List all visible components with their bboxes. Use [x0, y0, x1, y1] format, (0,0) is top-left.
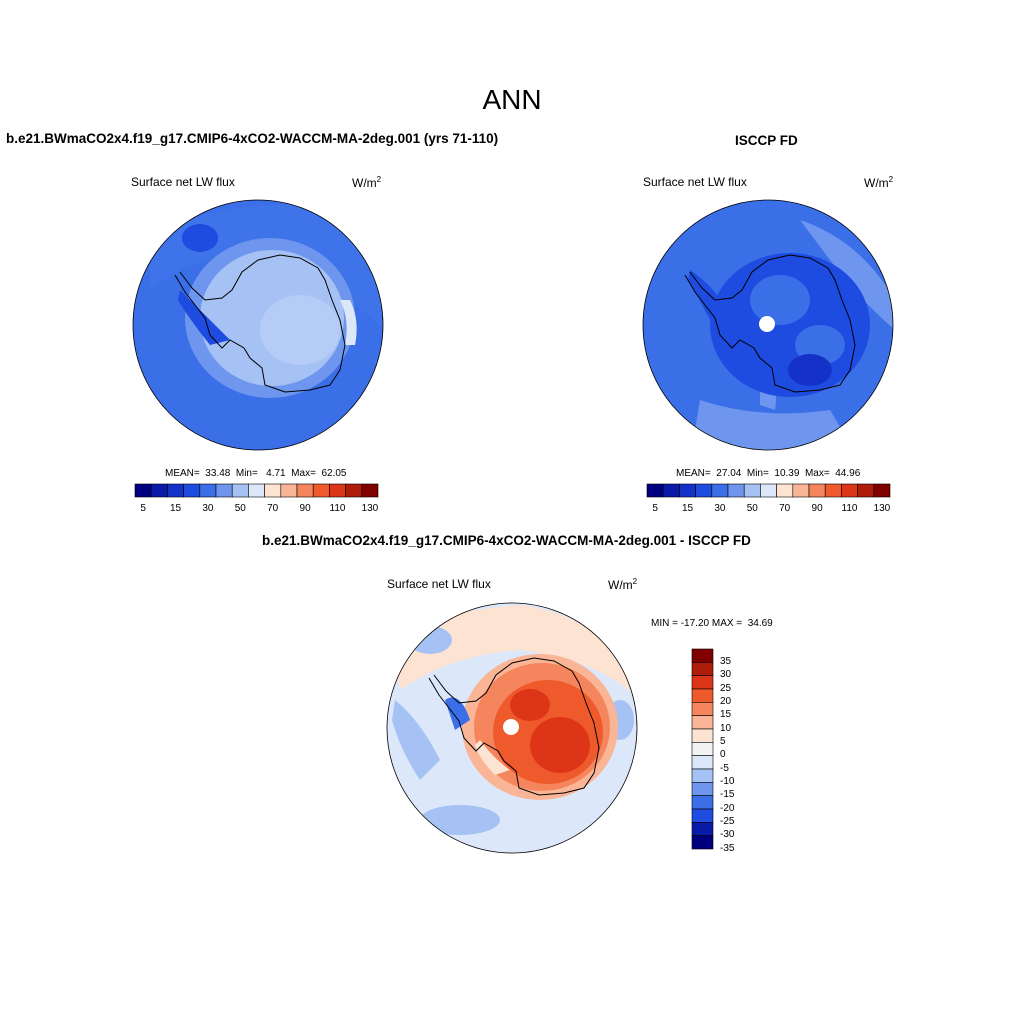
colorbar-tick-label: 5: [652, 503, 658, 514]
colorbar-swatch: [691, 742, 714, 756]
panel1-units-label: W/m2: [352, 175, 382, 190]
colorbar-swatch: [361, 483, 379, 498]
colorbar-tick-label: 50: [746, 503, 758, 514]
colorbar-tick-label: 30: [714, 503, 726, 514]
colorbar-tick-label: 10: [720, 722, 732, 734]
colorbar-swatch: [691, 782, 714, 796]
panel1-title: b.e21.BWmaCO2x4.f19_g17.CMIP6-4xCO2-WACC…: [6, 131, 499, 146]
colorbar-tick-label: -35: [720, 842, 735, 854]
colorbar-tick-label: 5: [140, 503, 146, 514]
colorbar-tick-label: 0: [720, 749, 726, 761]
colorbar-swatch: [691, 662, 714, 676]
panel1-stats: MEAN= 33.48 Min= 4.71 Max= 62.05: [165, 468, 347, 479]
colorbar-tick-label: -30: [720, 829, 735, 841]
colorbar-tick-label: 15: [169, 503, 182, 514]
colorbar-tick-label: 130: [873, 503, 891, 514]
colorbar-tick-label: 20: [720, 695, 732, 707]
panel2-colorbar: [646, 483, 891, 498]
panel3-variable-label: Surface net LW flux: [387, 577, 491, 591]
panel2-colorbar-ticks: 5 15 30 50 70 90 110 130: [647, 503, 890, 517]
panel3-units-label: W/m2: [608, 577, 638, 592]
colorbar-swatch: [691, 835, 714, 850]
panel2-units-label: W/m2: [864, 175, 894, 190]
colorbar-tick-label: 70: [779, 503, 791, 514]
panel2-variable-label: Surface net LW flux: [643, 175, 747, 189]
colorbar-swatch: [691, 688, 714, 703]
colorbar-swatch: [691, 795, 714, 810]
colorbar-tick-label: -10: [720, 775, 735, 787]
colorbar-swatch: [691, 728, 714, 743]
colorbar-tick-label: 110: [841, 503, 858, 514]
colorbar-swatch: [691, 715, 714, 730]
panel3-title: b.e21.BWmaCO2x4.f19_g17.CMIP6-4xCO2-WACC…: [262, 533, 751, 548]
colorbar-tick-label: 25: [720, 682, 732, 694]
colorbar-swatch: [873, 483, 891, 498]
colorbar-tick-label: -5: [720, 762, 729, 774]
colorbar-tick-label: -15: [720, 789, 735, 801]
colorbar-tick-label: 90: [811, 503, 823, 514]
colorbar-swatch: [691, 755, 714, 770]
panel2-stats: MEAN= 27.04 Min= 10.39 Max= 44.96: [676, 468, 861, 479]
colorbar-tick-label: -20: [720, 802, 735, 814]
colorbar-swatch: [691, 822, 714, 836]
panel2-title: ISCCP FD: [735, 133, 798, 148]
panel3-colorbar-ticks: 35 30 25 20 15 10 5 0 -5 -10 -15 -20 -25 -30 -35: [718, 649, 758, 854]
colorbar-tick-label: 30: [202, 503, 214, 514]
colorbar-swatch: [691, 675, 714, 690]
colorbar-tick-label: 50: [234, 503, 246, 514]
colorbar-tick-label: 110: [329, 503, 346, 514]
colorbar-tick-label: 130: [361, 503, 379, 514]
colorbar-tick-label: 15: [681, 503, 694, 514]
colorbar-tick-label: 35: [720, 655, 732, 667]
colorbar-tick-label: 5: [720, 735, 726, 747]
page-title: ANN: [482, 84, 542, 115]
colorbar-swatch: [691, 768, 714, 783]
colorbar-swatch: [691, 648, 714, 663]
colorbar-swatch: [691, 702, 714, 716]
colorbar-tick-label: 15: [720, 709, 732, 721]
colorbar-tick-label: -25: [720, 815, 735, 827]
panel1-colorbar-ticks: 5 15 30 50 70 90 110 130: [135, 503, 378, 517]
panel1-colorbar: [134, 483, 379, 498]
panel3-colorbar: [691, 648, 714, 850]
colorbar-swatch: [691, 808, 714, 823]
colorbar-tick-label: 70: [267, 503, 279, 514]
colorbar-tick-label: 90: [299, 503, 311, 514]
colorbar-tick-label: 30: [720, 669, 732, 681]
panel3-stats: MIN = -17.20 MAX = 34.69: [651, 618, 773, 629]
panel1-variable-label: Surface net LW flux: [131, 175, 235, 189]
